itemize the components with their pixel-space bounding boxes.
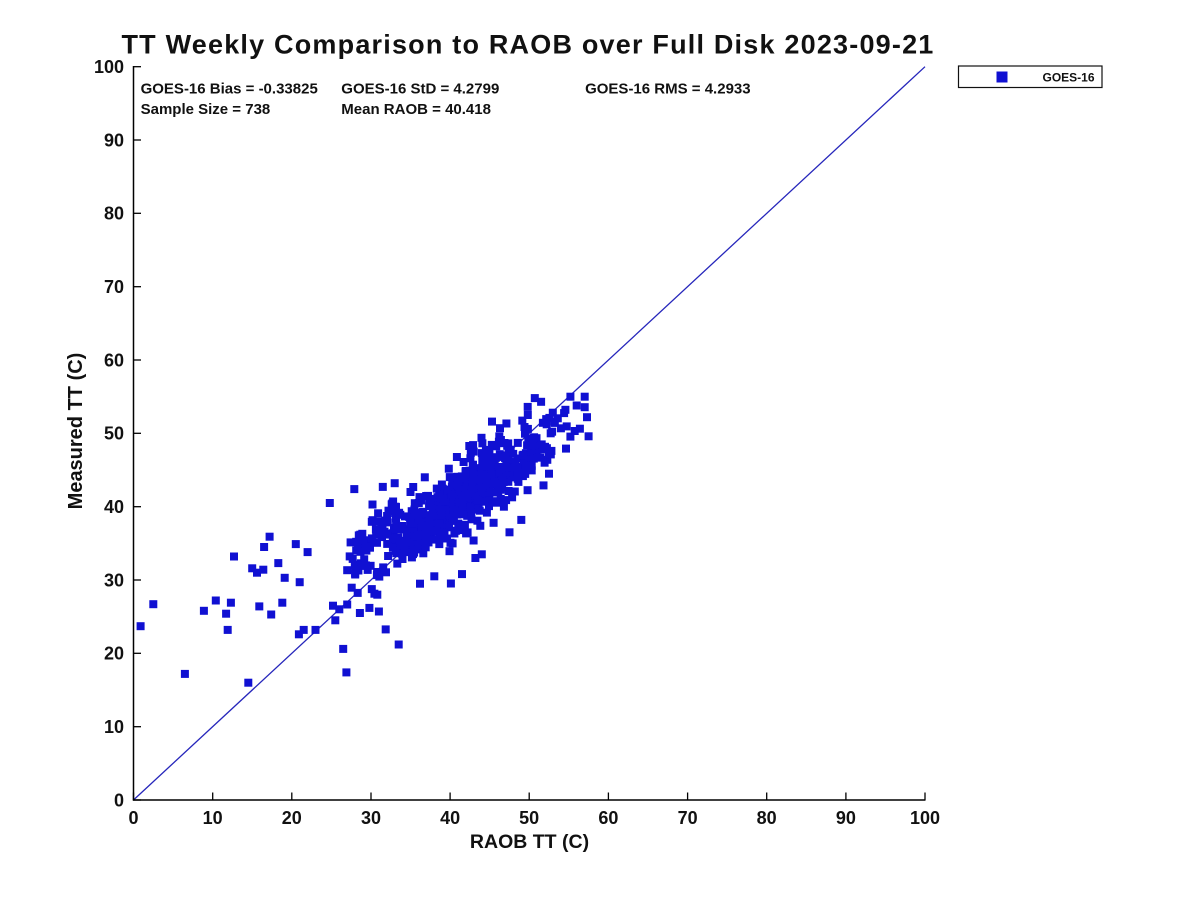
svg-text:40: 40 bbox=[440, 808, 460, 828]
svg-text:30: 30 bbox=[104, 570, 124, 590]
svg-text:GOES-16 StD = 4.2799: GOES-16 StD = 4.2799 bbox=[341, 80, 499, 97]
svg-text:100: 100 bbox=[910, 808, 940, 828]
svg-text:0: 0 bbox=[128, 808, 138, 828]
svg-text:80: 80 bbox=[104, 204, 124, 224]
svg-text:100: 100 bbox=[94, 57, 124, 77]
svg-text:60: 60 bbox=[598, 808, 618, 828]
svg-text:70: 70 bbox=[678, 808, 698, 828]
svg-text:50: 50 bbox=[519, 808, 539, 828]
svg-text:80: 80 bbox=[757, 808, 777, 828]
svg-text:70: 70 bbox=[104, 277, 124, 297]
svg-text:GOES-16 RMS = 4.2933: GOES-16 RMS = 4.2933 bbox=[585, 80, 751, 97]
svg-text:40: 40 bbox=[104, 497, 124, 517]
svg-text:RAOB TT (C): RAOB TT (C) bbox=[470, 831, 589, 853]
svg-text:20: 20 bbox=[282, 808, 302, 828]
svg-text:Measured TT (C): Measured TT (C) bbox=[65, 353, 87, 510]
svg-text:90: 90 bbox=[104, 130, 124, 150]
svg-text:30: 30 bbox=[361, 808, 381, 828]
svg-text:TT Weekly Comparison to RAOB o: TT Weekly Comparison to RAOB over Full D… bbox=[121, 29, 934, 59]
svg-text:GOES-16: GOES-16 bbox=[1043, 70, 1095, 84]
svg-text:60: 60 bbox=[104, 350, 124, 370]
svg-text:GOES-16 Bias = -0.33825: GOES-16 Bias = -0.33825 bbox=[141, 80, 318, 97]
svg-text:10: 10 bbox=[104, 717, 124, 737]
svg-text:Mean RAOB = 40.418: Mean RAOB = 40.418 bbox=[341, 101, 491, 118]
svg-text:50: 50 bbox=[104, 424, 124, 444]
svg-text:10: 10 bbox=[203, 808, 223, 828]
svg-text:20: 20 bbox=[104, 644, 124, 664]
svg-text:90: 90 bbox=[836, 808, 856, 828]
svg-text:Sample Size = 738: Sample Size = 738 bbox=[141, 101, 271, 118]
svg-text:0: 0 bbox=[114, 790, 124, 810]
